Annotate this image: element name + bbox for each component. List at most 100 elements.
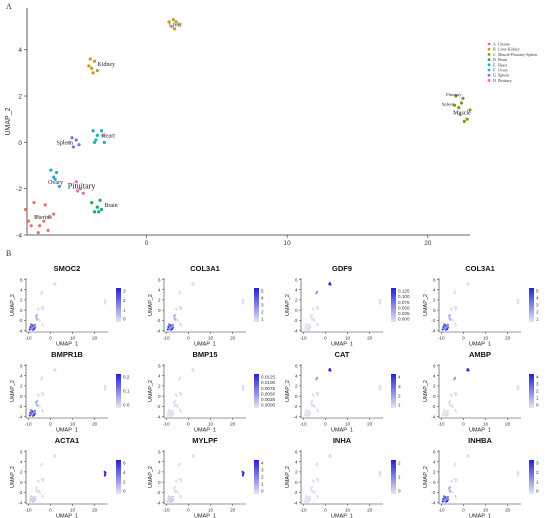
y-axis-title: UMAP_2 [285,294,291,316]
x-tick-label-1: 0 [462,422,465,427]
point-uterine-0 [23,207,28,212]
cell-point-ovary-3 [310,400,314,403]
x-tick-label-0: -10 [162,508,169,513]
y-tick-label-4: 4 [157,374,160,379]
legend-swatch-1 [487,47,491,51]
colorbar-tick-label-1: 2 [123,298,126,303]
cell-point-kid-1 [316,290,319,293]
cell-point-uterine-8 [34,326,37,329]
y-tick-label-4: 4 [20,460,23,465]
x-axis-title: UMAP_1 [331,428,353,433]
cell-point-kid-1 [453,290,456,293]
cell-point-brain-1 [316,410,319,413]
cell-point-muscle-2 [104,385,107,389]
x-tick-label-3: 20 [505,336,511,341]
x-tick-label-2: 10 [345,422,351,427]
cell-point-uterine-3 [168,324,172,327]
cell-point-uterine-5 [444,411,448,415]
y-tick-label-2: 0 [20,308,23,313]
x-tick-label-2: 20 [424,240,432,247]
cell-point-uterine-0 [304,325,307,329]
y-tick-label-0: -4 [293,500,298,505]
x-tick-label-3: 20 [230,508,236,513]
point-ovary-3 [57,184,61,188]
y-tick-label-2: 0 [432,394,435,399]
colorbar-tick-label-1: 0.1 [123,389,130,394]
point-uterine-6 [43,203,47,207]
colorbar-tick-label-1: 3 [261,468,264,473]
feature-plot-cat-6: CAT -4 -2 0 2 4 6 -10 0 10 20 UMAP_1 UMAP_2 4 3 2 1 [285,350,401,433]
cell-point-muscle-2 [241,385,245,389]
y-axis-title: UMAP_2 [10,294,16,316]
y-tick-label-2: 0 [20,394,23,399]
point-brain-2 [95,205,99,209]
cell-point-uterine-6 [445,327,448,331]
y-tick-label-0: -4 [293,414,298,419]
cell-point-uterine-9 [303,500,306,503]
cell-point-uterine-5 [169,325,173,329]
cell-point-pit-1 [38,405,41,408]
cell-point-uterine-5 [32,411,35,415]
point-muscle-pituitary-spleen-extra-2 [459,101,464,105]
point-liver-kidney-5 [174,20,178,24]
x-axis-title: UMAP_1 [56,514,78,518]
cell-point-heart-2 [179,478,182,481]
colorbar-tick-label-4: 0.0025 [261,397,275,402]
cluster-label-pituitary: Pituitary [68,182,96,191]
cell-point-brain-1 [316,324,319,327]
colorbar-tick-label-1: 2 [536,470,539,475]
cell-point-muscle-3 [241,474,244,477]
cell-point-uterine-2 [305,499,308,502]
x-tick-label-2: 10 [482,508,488,513]
legend-code-1: B [493,47,496,52]
cell-point-pit-1 [176,319,179,322]
cell-point-muscle-3 [103,474,106,477]
cell-point-brain-1 [179,324,182,327]
x-tick-label-2: 10 [345,336,351,341]
y-axis-title: UMAP_2 [148,466,154,488]
feature-title: ACTA1 [55,436,79,445]
cell-point-uterine-2 [443,327,446,330]
colorbar-tick-label-3: 2 [261,310,264,315]
legend-label-0: Uterine [498,42,510,47]
y-tick-label-0: -4 [18,500,23,505]
cell-point-brain-1 [454,496,457,499]
cell-point-ovary-3 [448,314,451,317]
y-tick-label-4: 4 [18,47,22,54]
y-tick-label-2: 0 [20,480,23,485]
cell-point-uterine-6 [308,499,311,503]
point-spleen-3 [77,143,81,147]
cell-point-pit-1 [451,405,454,408]
x-tick-label-2: 10 [207,336,213,341]
point-liver-kidney-1 [171,17,175,22]
legend-label-7: Pituitary [498,78,512,83]
cell-point-pit-1 [313,319,316,322]
cell-point-muscle-3 [103,388,106,391]
y-tick-label-5: 6 [157,449,160,454]
cell-point-uterine-7 [308,323,311,326]
cell-point-uterine-3 [306,324,309,327]
cell-point-pit-1 [176,491,179,494]
y-tick-label-3: 2 [295,298,298,303]
cell-point-uterine-2 [443,499,446,502]
cell-point-pit-1 [313,405,316,408]
y-tick-label-4: 4 [20,288,23,293]
cell-point-ovary-3 [448,486,451,489]
legend-code-2: C [493,52,496,57]
feature-title: COL3A1 [465,264,495,273]
x-tick-label-0: -10 [25,336,32,341]
x-tick-label-2: 10 [70,508,76,513]
cluster-label-uterine: Uterine [34,215,52,221]
y-tick-label-4: 4 [20,374,23,379]
y-tick-label-0: -4 [18,414,23,419]
colorbar-tick-label-2: 0.0075 [261,386,275,391]
cell-point-muscle-2 [516,385,520,389]
y-tick-label-5: 6 [20,277,23,282]
cell-point-spl-1 [312,480,315,483]
cell-point-uterine-8 [171,326,174,329]
cell-point-uterine-9 [303,414,306,417]
cell-point-kid-1 [178,290,181,293]
point-pituitary-2 [81,191,85,195]
cluster-label-extra-1: Pituitary [446,92,462,97]
